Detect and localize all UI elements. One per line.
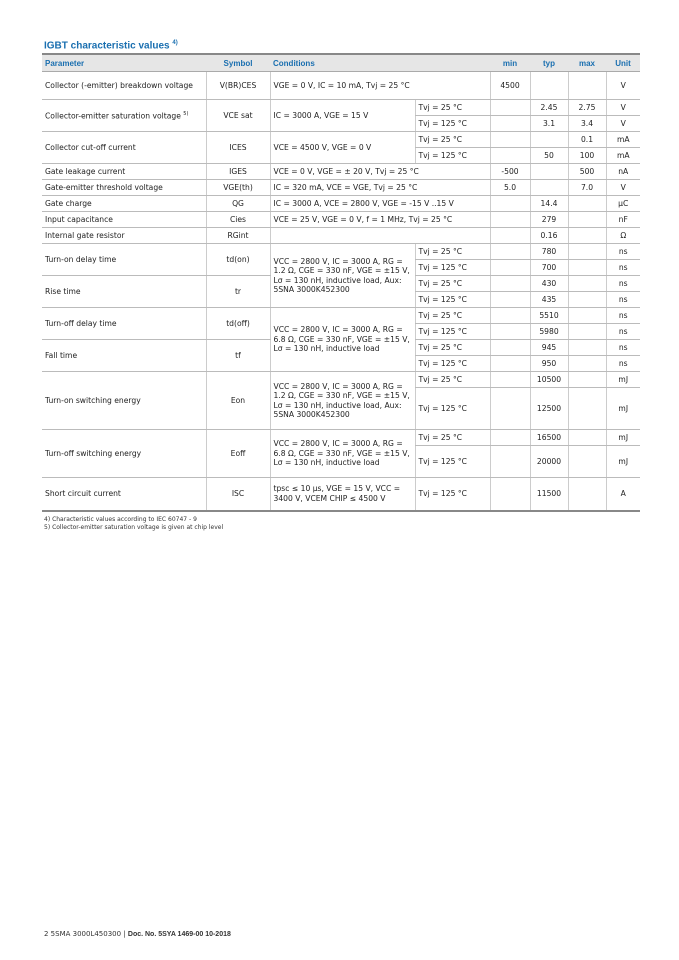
table-row: Tvj = 125 °C 5980 ns bbox=[42, 323, 640, 340]
page-footer: 2 5SMA 3000L450300 | Doc. No. 5SYA 1469-… bbox=[44, 930, 231, 938]
table-row: Input capacitance Cies VCE = 25 V, VGE = 0… bbox=[42, 211, 640, 228]
col-symbol: Symbol bbox=[206, 53, 270, 72]
col-min: min bbox=[490, 53, 530, 72]
table-row: Turn-on switching energy Eon VCC = 2800 V,… bbox=[42, 371, 640, 430]
table-row: Turn-off switching energy Eoff VCC = 2800 … bbox=[42, 429, 640, 478]
characteristics-table: Parameter Symbol Conditions min typ max … bbox=[42, 53, 640, 512]
footnote-4: 4) Characteristic values according to IE… bbox=[44, 516, 197, 523]
table-row: Internal gate resistor RGint 0.16 Ω bbox=[42, 227, 640, 244]
col-parameter: Parameter bbox=[42, 53, 206, 72]
table-row: Tvj = 125 °C 700 ns bbox=[42, 259, 640, 276]
table-row: Tvj = 125 °C 435 ns bbox=[42, 291, 640, 308]
table-row: Tvj = 125 °C 50 100 mA bbox=[42, 147, 640, 164]
table-row: Tvj = 125 °C 3.1 3.4 V bbox=[42, 115, 640, 132]
table-row: Turn-off delay time td(off) VCC = 2800 V, … bbox=[42, 307, 640, 372]
col-max: max bbox=[568, 53, 606, 72]
col-conditions: Conditions bbox=[270, 53, 490, 72]
table-row: Collector cut-off current ICES VCE = 4500 … bbox=[42, 131, 640, 164]
table-row: Rise time tr Tvj = 25 °C 430 ns bbox=[42, 275, 640, 308]
table-row: Fall time tf Tvj = 25 °C 945 ns bbox=[42, 339, 640, 372]
section-title: IGBT characteristic values 4) bbox=[44, 40, 178, 52]
header-row: Parameter Symbol Conditions min typ max … bbox=[42, 53, 640, 72]
col-unit: Unit bbox=[606, 53, 640, 72]
table-row: Gate leakage current IGES VCE = 0 V, VGE =… bbox=[42, 163, 640, 180]
table-row: Tvj = 125 °C 950 ns bbox=[42, 355, 640, 372]
table-row: Short circuit current ISC tpsc ≤ 10 µs, VG… bbox=[42, 477, 640, 512]
footnote-5: 5) Collector-emitter saturation voltage … bbox=[44, 524, 224, 531]
table-row: Tvj = 125 °C 20000 mJ bbox=[42, 445, 640, 478]
table-row: Collector (-emitter) breakdown voltage V(… bbox=[42, 71, 640, 100]
table-row: Gate-emitter threshold voltage VGE(th) IC … bbox=[42, 179, 640, 196]
table-row: Turn-on delay time td(on) VCC = 2800 V, IC… bbox=[42, 243, 640, 308]
table-row: Gate charge QG IC = 3000 A, VCE = 2800 V, … bbox=[42, 195, 640, 212]
col-typ: typ bbox=[530, 53, 568, 72]
table-row: Collector-emitter saturation voltage 5) V… bbox=[42, 99, 640, 132]
table-row: Tvj = 125 °C 12500 mJ bbox=[42, 387, 640, 430]
